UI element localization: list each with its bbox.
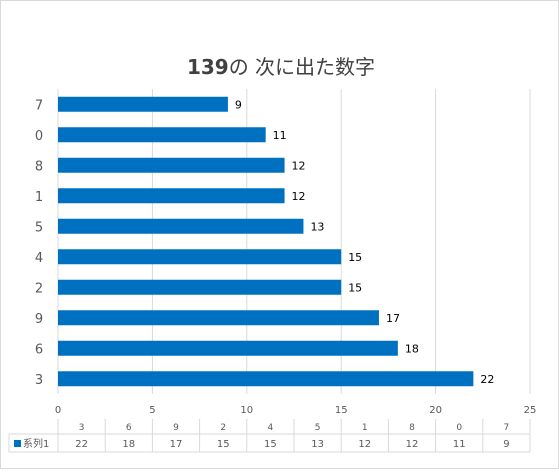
table-header-0: 0	[456, 423, 462, 433]
category-labels: 3 6 9 2 4 5 1 8 0 7	[35, 98, 43, 388]
bar-9	[58, 310, 379, 326]
table-header-4: 4	[268, 423, 274, 433]
table-value-2: 15	[217, 439, 230, 450]
bar-6	[58, 340, 398, 356]
table-header-8: 8	[409, 423, 415, 433]
x-tick-10: 10	[240, 405, 253, 416]
data-label-8: 12	[292, 159, 306, 172]
category-label-9: 9	[35, 312, 43, 327]
category-label-6: 6	[35, 342, 43, 357]
legend-key-series1	[14, 440, 21, 447]
chart-title: 139の 次に出た数字	[187, 55, 375, 79]
table-value-1: 12	[358, 439, 371, 450]
table-header-2: 2	[220, 423, 226, 433]
series-name: 系列1	[23, 437, 49, 450]
table-value-4: 15	[264, 439, 277, 450]
chart-title-text: の 次に出た数字	[229, 55, 375, 79]
data-table: 系列1 3 22 6 18 9 17 2 15 4 15 5 13 1 12 8 12 0 11 7 9	[8, 419, 531, 453]
data-label-3: 22	[480, 373, 494, 386]
x-tick-5: 5	[149, 405, 155, 416]
data-label-0: 11	[273, 129, 287, 142]
bar-3	[58, 371, 474, 387]
bar-4	[58, 249, 342, 265]
data-label-6: 18	[405, 342, 419, 355]
data-label-1: 12	[292, 190, 306, 203]
category-label-0: 0	[35, 129, 43, 144]
table-value-8: 12	[406, 439, 419, 450]
table-header-7: 7	[504, 423, 510, 433]
bar-2	[58, 279, 342, 295]
x-tick-0: 0	[55, 405, 61, 416]
bar-0	[58, 127, 266, 143]
data-label-2: 15	[348, 281, 362, 294]
category-label-7: 7	[35, 98, 43, 113]
bar-5	[58, 218, 304, 234]
table-value-3: 22	[75, 439, 88, 450]
data-label-5: 13	[310, 220, 324, 233]
x-tick-15: 15	[335, 405, 348, 416]
table-header-9: 9	[173, 423, 179, 433]
category-label-8: 8	[35, 159, 43, 174]
table-value-5: 13	[311, 439, 324, 450]
table-header-6: 6	[126, 423, 132, 433]
category-label-3: 3	[35, 373, 43, 388]
data-label-7: 9	[235, 98, 242, 111]
table-header-3: 3	[79, 423, 85, 433]
table-value-9: 17	[170, 439, 183, 450]
data-label-9: 17	[386, 312, 400, 325]
category-label-5: 5	[35, 220, 43, 235]
category-label-2: 2	[35, 281, 43, 296]
table-value-7: 9	[503, 439, 509, 450]
chart-title-number: 139	[187, 55, 229, 79]
data-labels: 22 18 17 15 15 13 12 12 11 9	[235, 98, 494, 386]
category-label-4: 4	[35, 251, 43, 266]
table-value-0: 11	[453, 439, 466, 450]
bar-8	[58, 157, 285, 173]
bars	[58, 96, 474, 387]
table-value-6: 18	[122, 439, 135, 450]
table-header-5: 5	[315, 423, 321, 433]
x-tick-25: 25	[524, 405, 537, 416]
data-label-4: 15	[348, 251, 362, 264]
x-tick-20: 20	[429, 405, 442, 416]
table-header-1: 1	[362, 423, 368, 433]
x-tick-labels: 0 5 10 15 20 25	[55, 405, 537, 416]
category-label-1: 1	[35, 190, 43, 205]
bar-7	[58, 96, 228, 112]
bar-1	[58, 188, 285, 204]
